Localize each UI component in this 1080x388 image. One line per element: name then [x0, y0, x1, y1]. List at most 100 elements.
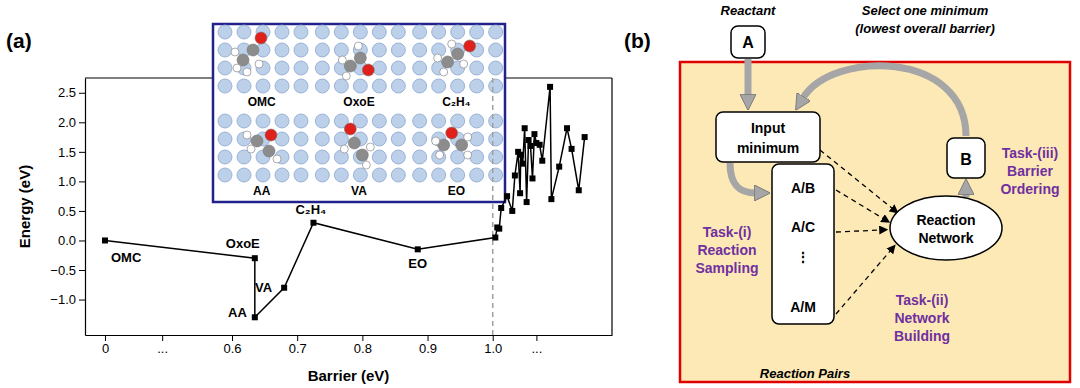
- molecule-atom: [434, 54, 442, 62]
- inset-label: AA: [253, 184, 271, 198]
- x-tick-label: 0.9: [419, 341, 437, 356]
- molecule-atom: [342, 72, 350, 80]
- data-point: [526, 137, 532, 143]
- surface-atom: [470, 150, 484, 164]
- molecule-atom: [231, 48, 239, 56]
- data-point: [518, 152, 524, 158]
- task-label: Reaction: [697, 242, 756, 258]
- surface-atom: [315, 168, 329, 182]
- product-label: B: [960, 151, 972, 168]
- y-tick-mark: [79, 270, 85, 271]
- molecule-atom: [464, 151, 472, 159]
- plot-data: [102, 78, 588, 335]
- surface-atom: [237, 79, 251, 93]
- reactant-caption: Reactant: [721, 3, 777, 18]
- x-tick-mark: [297, 335, 298, 341]
- y-tick-label: −1.0: [50, 292, 76, 307]
- surface-atom: [275, 43, 289, 57]
- y-tick: 0.5: [58, 204, 85, 219]
- data-point: [517, 190, 523, 196]
- y-tick-mark: [79, 240, 85, 241]
- surface-atom: [489, 168, 503, 182]
- surface-atom: [275, 114, 289, 128]
- x-tick-label: 0.8: [354, 341, 372, 356]
- data-point: [582, 134, 588, 140]
- surface-atom: [372, 132, 386, 146]
- task-label: Network: [894, 310, 949, 326]
- surface-atom: [489, 150, 503, 164]
- surface-atom: [218, 168, 232, 182]
- surface-atom: [218, 79, 232, 93]
- surface-atom: [391, 132, 405, 146]
- surface-atom: [391, 25, 405, 39]
- surface-atom: [470, 114, 484, 128]
- dashed-arrow: [836, 190, 884, 219]
- surface-atom: [334, 43, 348, 57]
- molecule-atom: [255, 32, 267, 44]
- data-point: [415, 246, 421, 252]
- molecule-atom: [366, 143, 374, 151]
- y-axis-line: [85, 79, 86, 336]
- molecule-atom: [338, 56, 346, 64]
- y-tick: 1.5: [58, 145, 85, 160]
- data-point: [512, 172, 518, 178]
- network-node: [890, 196, 1002, 260]
- surface-atom: [334, 25, 348, 39]
- surface-atom: [315, 114, 329, 128]
- molecule-atom: [344, 123, 356, 135]
- molecule-atom: [247, 145, 255, 153]
- inset-structure: [218, 114, 308, 182]
- inset-label: C₂H₄: [442, 95, 471, 109]
- x-tick-label: ...: [157, 341, 168, 356]
- inset-label: OMC: [248, 95, 276, 109]
- surface-atom: [470, 61, 484, 75]
- reference-line: [492, 78, 494, 335]
- inset-frame: [213, 24, 505, 202]
- data-point: [498, 205, 504, 211]
- x-tick: 0: [102, 335, 109, 356]
- x-tick: 0.9: [419, 335, 437, 356]
- surface-atom: [451, 168, 465, 182]
- inset-label: EO: [448, 184, 465, 198]
- y-tick-label: 1.5: [58, 145, 76, 160]
- surface-atom: [275, 25, 289, 39]
- data-point: [509, 208, 515, 214]
- point-label: OxoE: [226, 236, 260, 251]
- network-label: Reaction: [916, 212, 975, 228]
- data-point: [492, 235, 498, 241]
- x-tick: ...: [157, 335, 168, 356]
- surface-atom: [237, 25, 251, 39]
- flow-arrow: [803, 66, 966, 136]
- surface-atom: [315, 61, 329, 75]
- flow-arrow: [730, 163, 756, 193]
- y-tick: −1.0: [50, 292, 85, 307]
- x-tick-label: ...: [531, 341, 542, 356]
- data-point: [569, 146, 575, 152]
- x-tick-label: 0.7: [289, 341, 307, 356]
- data-point: [539, 158, 545, 164]
- pair-label: A/M: [790, 299, 816, 315]
- surface-atom: [451, 25, 465, 39]
- y-tick-mark: [79, 93, 85, 94]
- inset-structure: [315, 25, 405, 93]
- surface-atom: [294, 79, 308, 93]
- data-point: [496, 226, 502, 232]
- surface-atom: [218, 132, 232, 146]
- surface-atom: [237, 132, 251, 146]
- surface-atom: [489, 43, 503, 57]
- y-tick-label: 0.0: [58, 233, 76, 248]
- surface-atom: [256, 79, 270, 93]
- x-tick-mark: [105, 335, 106, 341]
- surface-atom: [372, 114, 386, 128]
- surface-atom: [451, 114, 465, 128]
- surface-atom: [451, 150, 465, 164]
- molecule-atom: [243, 68, 251, 76]
- surface-atom: [353, 25, 367, 39]
- data-point: [281, 285, 287, 291]
- point-label: EO: [408, 256, 427, 271]
- surface-atom: [334, 168, 348, 182]
- inset: OMCOxoEC₂H₄AAVAEO: [213, 24, 505, 202]
- y-tick-mark: [79, 300, 85, 301]
- surface-atom: [391, 114, 405, 128]
- surface-atom: [413, 25, 427, 39]
